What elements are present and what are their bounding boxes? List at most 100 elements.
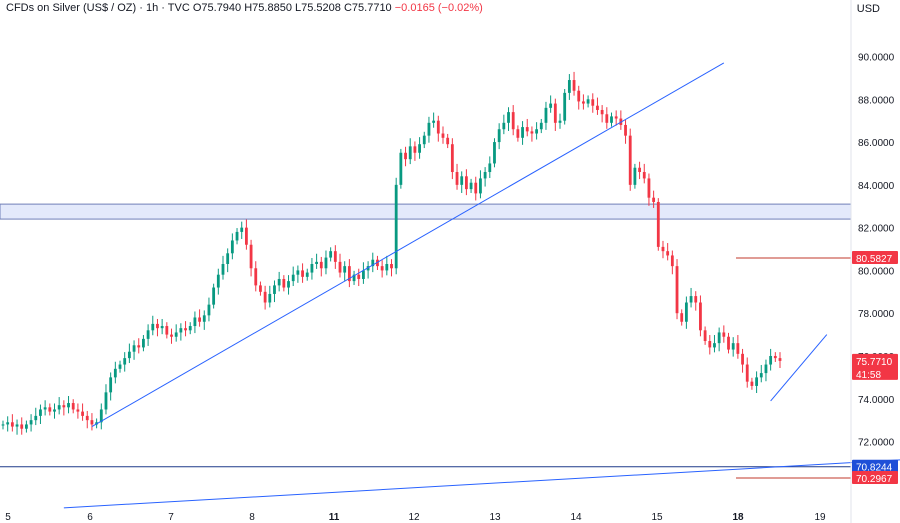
candle — [647, 173, 651, 206]
candle-body — [432, 120, 436, 123]
price-label-text: 70.8244 — [856, 463, 893, 474]
candle-body — [722, 332, 726, 337]
candle-body — [127, 351, 131, 359]
candle-body — [549, 103, 553, 108]
candle-body — [572, 80, 576, 91]
candle-body — [610, 116, 613, 123]
candle — [39, 404, 42, 425]
candle-body — [516, 129, 520, 138]
candle — [29, 414, 33, 432]
price-tick-label: 78.0000 — [858, 309, 895, 320]
candle-body — [151, 323, 155, 331]
candle — [638, 161, 641, 180]
price-label: 70.2967 — [852, 470, 898, 485]
candle-body — [483, 172, 487, 179]
candle — [460, 171, 464, 193]
candle — [249, 239, 253, 277]
candle-body — [287, 281, 290, 288]
candle — [619, 110, 623, 130]
candle — [666, 243, 670, 261]
candle-body — [305, 272, 309, 277]
candle-body — [507, 112, 510, 123]
trendline — [770, 334, 828, 402]
candle — [488, 156, 492, 179]
time-axis: 5 6 7 8 11 12 13 14 15 18 19 — [5, 512, 826, 523]
candle — [708, 335, 712, 355]
candle — [577, 85, 581, 110]
price-label-bg — [852, 470, 898, 484]
candle — [446, 133, 450, 149]
candle-body — [43, 407, 47, 410]
candle-body — [24, 424, 28, 429]
time-tick-label: 8 — [249, 512, 255, 523]
candle — [160, 318, 164, 335]
price-label-text: 80.5827 — [856, 254, 893, 265]
candle — [404, 146, 407, 167]
candle — [67, 395, 70, 414]
candle — [741, 348, 744, 373]
candle — [1, 420, 5, 430]
candle-body — [329, 251, 333, 258]
candle-body — [254, 268, 258, 286]
high-value: H75.8850 — [244, 2, 292, 14]
candle-body — [6, 422, 10, 425]
candle-body — [380, 266, 384, 271]
candle — [418, 137, 421, 159]
candle — [422, 131, 426, 149]
candle — [371, 252, 375, 273]
candle — [628, 128, 632, 191]
candle — [305, 268, 309, 281]
candle-body — [422, 135, 426, 145]
candle-body — [539, 122, 543, 130]
candle — [146, 324, 150, 346]
candle-body — [366, 266, 370, 271]
low-value: L75.5208 — [295, 2, 341, 14]
candle — [352, 270, 356, 285]
price-tick-label: 80.0000 — [858, 266, 895, 277]
candle-body — [703, 330, 707, 342]
candle — [118, 360, 122, 373]
candle — [624, 120, 627, 144]
candle-body — [343, 266, 347, 273]
candle — [586, 95, 590, 108]
price-tick-label: 90.0000 — [858, 53, 895, 64]
candle-body — [174, 332, 178, 337]
candle-body — [263, 291, 267, 303]
candle — [90, 413, 94, 431]
candle — [553, 98, 557, 131]
candle — [319, 256, 323, 277]
candle-body — [530, 131, 534, 134]
candle-body — [731, 343, 735, 350]
candle-body — [759, 373, 763, 378]
candle-body — [675, 266, 679, 314]
price-label-text: 70.2967 — [856, 474, 893, 485]
candle-body — [62, 405, 66, 408]
candle-body — [586, 99, 590, 104]
candle-layer — [1, 71, 782, 435]
candle-body — [446, 137, 450, 145]
candle-body — [647, 178, 651, 198]
candle-body — [20, 424, 24, 429]
candle — [656, 198, 660, 251]
candle-body — [132, 345, 136, 352]
candle — [170, 328, 173, 344]
candle-body — [118, 364, 122, 369]
candle-body — [670, 255, 674, 267]
candle-body — [291, 274, 295, 282]
candle — [544, 101, 548, 130]
candle — [207, 297, 211, 322]
candle — [610, 112, 613, 127]
time-tick-label: 5 — [5, 512, 11, 523]
candle-body — [628, 135, 632, 185]
candle — [123, 352, 127, 372]
candle-body — [362, 270, 365, 279]
candle-body — [385, 264, 389, 271]
candle-body — [113, 368, 117, 378]
candle — [745, 357, 749, 388]
candle-body — [156, 323, 159, 329]
candle-body — [404, 152, 407, 160]
candle — [591, 93, 595, 113]
candle-body — [53, 409, 56, 412]
candle — [216, 268, 220, 295]
